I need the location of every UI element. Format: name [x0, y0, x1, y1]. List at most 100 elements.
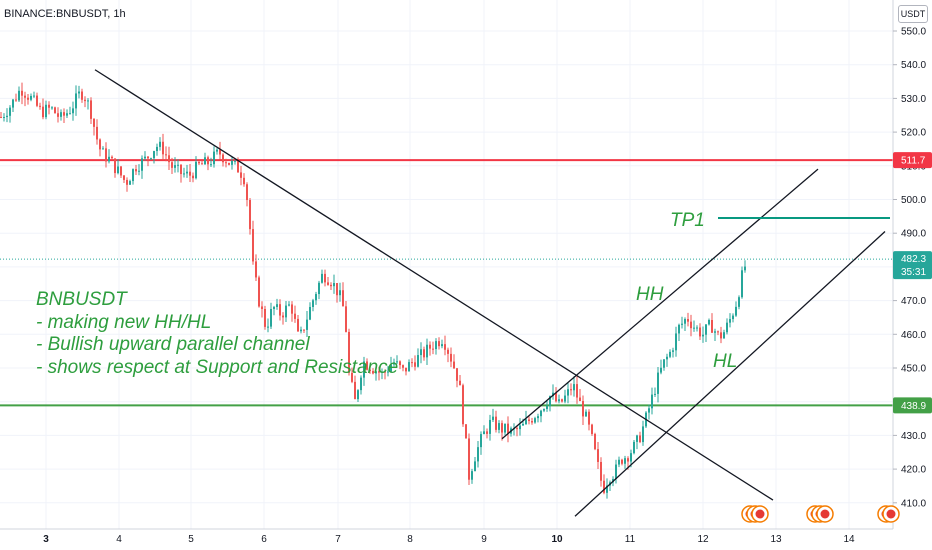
candle-body	[81, 91, 83, 100]
candle-body	[168, 155, 170, 163]
candle-body	[201, 163, 203, 165]
candle-body	[708, 319, 710, 325]
candle-body	[195, 161, 197, 179]
candle-body	[36, 95, 38, 106]
candle-body	[30, 95, 32, 100]
candle-body	[27, 97, 29, 100]
currency-button[interactable]: USDT	[898, 5, 928, 23]
candle-body	[78, 91, 80, 94]
candle-body	[96, 126, 98, 140]
candle-body	[357, 390, 359, 400]
candle-body	[594, 433, 596, 450]
candle-body	[87, 100, 89, 102]
candle-body	[117, 166, 119, 174]
candle-body	[381, 371, 383, 373]
candle-body	[555, 392, 557, 402]
candle-body	[270, 309, 272, 327]
candle-body	[39, 105, 41, 107]
candle-body	[243, 177, 245, 185]
y-tick-label: 420.0	[901, 465, 926, 476]
time-axis[interactable]: 3 4 5 6 7 8 9 10 11 12 13 14	[0, 528, 893, 545]
candle-body	[414, 362, 416, 367]
candle-body	[444, 344, 446, 350]
candle-body	[657, 372, 659, 394]
candle-body	[267, 326, 269, 328]
candle-body	[216, 149, 218, 152]
x-tick-label: 7	[335, 534, 341, 545]
candle-body	[417, 355, 419, 367]
annotation-line: BNBUSDT	[36, 289, 128, 310]
hl-label: HL	[713, 351, 737, 372]
candle-body	[570, 389, 572, 391]
candle-body	[453, 361, 455, 369]
candle-body	[147, 156, 149, 159]
candle-body	[15, 99, 17, 101]
candle-body	[240, 172, 242, 178]
candle-body	[663, 359, 665, 368]
candle-body	[282, 315, 284, 318]
candle-body	[186, 171, 188, 174]
horizontal-levels	[0, 159, 893, 407]
candle-body	[399, 361, 401, 366]
support-badge	[893, 397, 932, 414]
resistance-price-label: 511.7	[901, 156, 926, 167]
candle-body	[525, 419, 527, 424]
candle-body	[60, 112, 62, 117]
candle-body	[123, 175, 125, 180]
candle-body	[144, 156, 146, 159]
candle-body	[486, 431, 488, 434]
descending-trendline	[94, 69, 774, 501]
hh-label: HH	[636, 284, 664, 305]
candle-body	[213, 151, 215, 165]
candle-body	[669, 351, 671, 357]
event-marker-dot	[820, 509, 830, 519]
candle-body	[528, 419, 530, 422]
last-price-label: 482.3	[901, 254, 926, 265]
candle-body	[495, 416, 497, 430]
candle-body	[249, 200, 251, 230]
candle-body	[264, 308, 266, 327]
candle-body	[675, 333, 677, 351]
candle-body	[0, 116, 2, 118]
candle-body	[288, 304, 290, 306]
last-price-badge	[893, 251, 932, 280]
candle-body	[576, 384, 578, 398]
candle-body	[741, 270, 743, 298]
candle-body	[330, 284, 332, 287]
candle-body	[237, 160, 239, 173]
candle-body	[105, 148, 107, 162]
channel-lower-line	[574, 231, 886, 517]
candle-body	[582, 401, 584, 417]
candle-body	[231, 161, 233, 165]
candle-body	[654, 393, 656, 395]
candle-body	[558, 399, 560, 402]
candle-body	[192, 175, 194, 179]
candle-body	[534, 418, 536, 423]
candle-body	[543, 408, 545, 411]
event-markers[interactable]	[741, 505, 900, 523]
support-price-label: 438.9	[901, 401, 926, 412]
candle-body	[21, 90, 23, 96]
candle-body	[285, 305, 287, 318]
candle-body	[72, 108, 74, 114]
candle-body	[351, 372, 353, 382]
candle-body	[504, 423, 506, 433]
candle-body	[255, 261, 257, 278]
candle-body	[183, 173, 185, 175]
x-tick-label: 10	[551, 534, 563, 545]
candle-body	[228, 162, 230, 165]
y-tick-label: 530.0	[901, 94, 926, 105]
candle-body	[600, 461, 602, 481]
x-tick-label: 3	[43, 534, 49, 545]
price-axis[interactable]: 550.0540.0530.0520.0510.0500.0490.0480.0…	[892, 0, 932, 550]
candle-body	[219, 149, 221, 155]
candle-body	[618, 459, 620, 465]
candle-body	[564, 395, 566, 402]
candle-body	[624, 458, 626, 464]
chart-annotations: TP1 HH HL BNBUSDT- making new HH/HL- Bullis…	[36, 210, 737, 378]
candle-body	[630, 453, 632, 462]
candle-body	[135, 169, 137, 172]
event-marker-dot	[886, 509, 896, 519]
candle-body	[732, 315, 734, 320]
